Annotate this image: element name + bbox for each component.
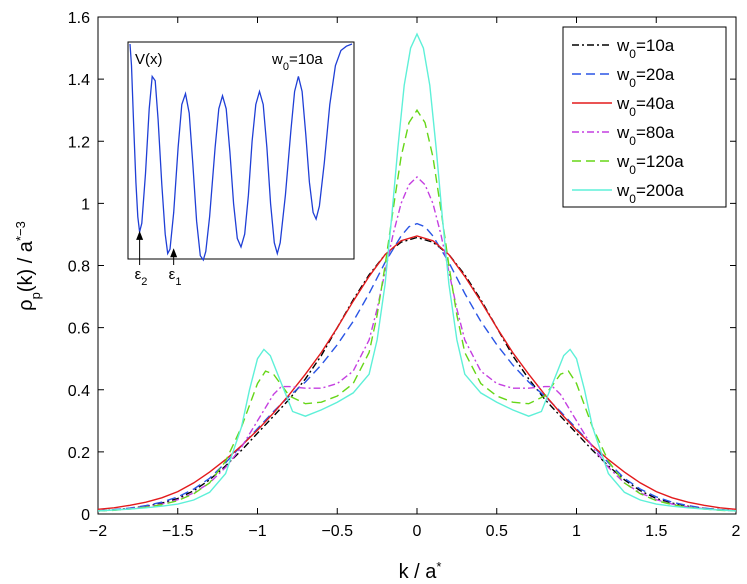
inset-vx-label: V(x) (135, 51, 163, 68)
inset-potential-curve (129, 43, 353, 262)
x-axis-label: k / a* (399, 559, 442, 584)
inset-box (127, 41, 355, 260)
series-line-0 (97, 236, 737, 512)
legend-box (562, 26, 727, 208)
x-tick-label-7: 1.5 (645, 523, 667, 540)
series-group (97, 32, 737, 512)
y-tick-label-1: 0.2 (68, 445, 90, 462)
legend-label-5: w0=200a (616, 181, 684, 206)
y-tick-label-3: 0.6 (68, 321, 90, 338)
series-line-5 (97, 32, 737, 512)
x-tick-label-5: 0.5 (486, 523, 508, 540)
x-tick-label-3: −0.5 (321, 523, 353, 540)
series-line-3 (97, 176, 737, 512)
series-line-4 (97, 108, 737, 512)
series-line-2 (97, 235, 737, 510)
x-tick-label-4: 0 (413, 523, 422, 540)
y-tick-label-0: 0 (81, 507, 90, 524)
x-tick-label-1: −1.5 (162, 523, 194, 540)
legend-label-3: w0=80a (616, 123, 675, 148)
epsilon2-label: ε2 (135, 266, 148, 288)
legend-label-2: w0=40a (616, 94, 675, 119)
y-tick-label-8: 1.6 (68, 10, 90, 27)
x-tick-label-2: −1 (248, 523, 266, 540)
y-tick-label-5: 1 (81, 196, 90, 213)
legend-label-1: w0=20a (616, 65, 675, 90)
y-tick-label-6: 1.2 (68, 134, 90, 151)
y-axis-label: ρp(k) / a*−3 (13, 221, 43, 311)
y-tick-label-2: 0.4 (68, 383, 90, 400)
legend-label-4: w0=120a (616, 152, 684, 177)
x-tick-label-8: 2 (732, 523, 741, 540)
epsilon2-arrowhead (136, 230, 144, 240)
legend: w0=10a w0=20a w0=40a w0=80a w0=120a w0=200a (562, 26, 727, 208)
axis-ticks: −2 −1.5 −1 −0.5 0 0.5 1 1.5 2 0 0.2 0.4 0.6 0.8 1 1.2 1.… (68, 10, 741, 540)
x-tick-label-0: −2 (89, 523, 107, 540)
series-line-1 (97, 222, 737, 512)
inset-w0-label: w0=10a (271, 51, 323, 73)
x-tick-label-6: 1 (572, 523, 581, 540)
epsilon1-label: ε1 (169, 266, 182, 288)
epsilon1-arrowhead (170, 248, 178, 258)
y-tick-label-7: 1.4 (68, 72, 90, 89)
legend-label-0: w0=10a (616, 36, 675, 61)
y-tick-label-4: 0.8 (68, 259, 90, 276)
inset-plot: V(x) w0=10a ε2 ε1 (127, 41, 355, 288)
